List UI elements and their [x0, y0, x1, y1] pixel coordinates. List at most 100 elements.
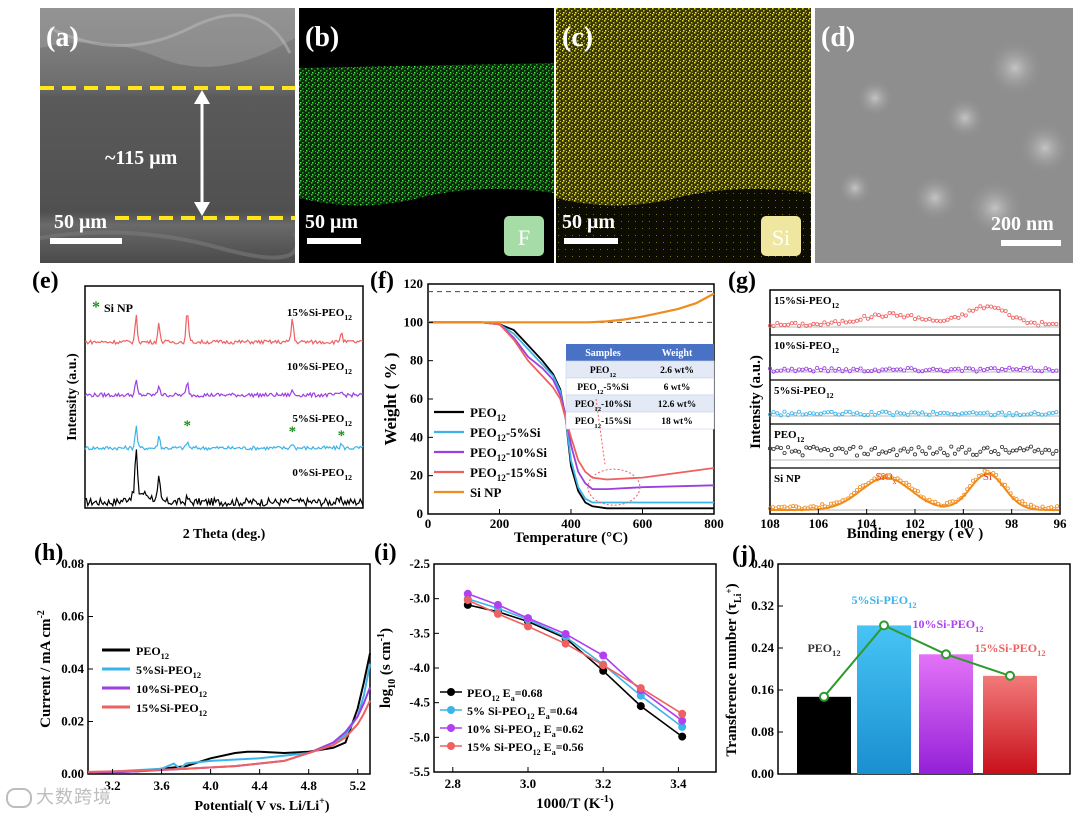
point-g: [880, 367, 885, 372]
point-g: [811, 411, 816, 416]
legend-label-i-2-sub2: a: [552, 730, 556, 739]
point-g: [941, 503, 946, 508]
row-label-g-3-sub: 12: [797, 435, 805, 444]
point-g: [963, 366, 968, 371]
point-g: [782, 323, 787, 328]
point-g: [778, 322, 783, 327]
series-h-1: [87, 663, 371, 774]
peak-label-g-1: Si: [983, 471, 992, 483]
point-g: [851, 412, 856, 417]
point-g: [1008, 491, 1013, 496]
watermark-logo-icon: [6, 788, 32, 808]
point-g: [865, 452, 870, 457]
point-g: [829, 409, 834, 414]
legend-label-h-3-sub: 12: [199, 709, 207, 718]
series-e-2: [84, 379, 364, 399]
ylabel-j: Transference number (τLi+): [724, 583, 744, 756]
point-g: [797, 449, 802, 454]
legend-label-h-0-sub: 12: [161, 652, 169, 661]
series-label-e-0-main: 0%Si-PEO: [292, 467, 344, 479]
plot-frame-e: [84, 285, 364, 509]
point-g: [968, 483, 973, 488]
ytick-label-i-0: -2.5: [409, 556, 430, 571]
point-g: [907, 482, 912, 487]
xtick-label-h-0: 3.2: [104, 778, 120, 793]
point-g: [915, 489, 920, 494]
point-g: [960, 312, 965, 317]
point-g: [775, 445, 780, 450]
points-g-4: [768, 468, 1060, 512]
point-g: [997, 478, 1002, 483]
bar-label-j-1-main: 5%Si-PEO: [851, 593, 908, 607]
point-g: [960, 444, 965, 449]
legend-label-i-1-sub2: a: [546, 712, 550, 721]
point-i-0-6: [678, 732, 687, 741]
point-g: [869, 369, 874, 374]
point-g: [981, 446, 986, 451]
point-g: [818, 322, 823, 327]
bar-j-0: [797, 696, 851, 774]
point-g: [854, 410, 859, 415]
point-g: [811, 444, 816, 449]
point-g: [1047, 411, 1052, 416]
point-g: [974, 411, 979, 416]
point-g: [1014, 411, 1019, 416]
point-g: [778, 368, 783, 373]
legend-label-f-2-sub: 12: [497, 453, 507, 463]
series-label-e-0: 0%Si-PEO12: [292, 467, 352, 482]
table-sample-f-0: PEO12: [590, 366, 617, 379]
ytick-label-i-6: -5.5: [409, 764, 430, 779]
point-i-1-6: [678, 722, 687, 731]
bar-label-j-0-sub: 12: [832, 649, 840, 658]
point-g: [820, 502, 825, 507]
element-badge-f-text: F: [518, 225, 530, 250]
point-g: [782, 450, 787, 455]
series-label-e-3: 15%Si-PEO12: [287, 307, 352, 322]
point-g: [992, 412, 997, 417]
scale-bar-d: [1001, 240, 1061, 246]
points-g-0: [768, 304, 1059, 329]
scale-bar-label-d: 200 nm: [991, 213, 1054, 235]
trend-point-j-1: [879, 620, 889, 631]
panel-i-label: (i): [374, 540, 397, 566]
point-g: [934, 411, 939, 416]
legend-label-h-2-sub: 12: [199, 690, 207, 699]
point-g: [807, 446, 812, 451]
point-g: [909, 410, 914, 415]
legend-marker-i-0: [447, 688, 455, 696]
legend-label-i-2: 10% Si-PEO12 Ea=0.62: [467, 722, 584, 739]
row-label-g-1-sub: 12: [831, 346, 839, 355]
point-g: [927, 367, 932, 372]
point-g: [916, 315, 921, 320]
ytick-label-j-1: 0.08: [751, 724, 774, 739]
point-g: [865, 316, 870, 321]
point-i-2-0: [463, 589, 472, 598]
point-g: [1036, 368, 1041, 373]
bar-label-j-2-sub: 12: [975, 625, 983, 634]
table-weight-f-2: 12.6 wt%: [658, 400, 697, 410]
point-g: [789, 449, 794, 454]
point-g: [852, 490, 857, 495]
legend-label-h-1-sub: 12: [193, 671, 201, 680]
series-f-4: [428, 292, 715, 324]
point-g: [815, 366, 820, 371]
point-g: [910, 486, 915, 491]
panel-g-label: (g): [728, 268, 756, 294]
point-g: [923, 451, 928, 456]
scale-bar-label-b: 50 μm: [305, 211, 358, 233]
point-g: [866, 481, 871, 486]
thickness-label: ~115 μm: [105, 147, 178, 169]
point-g: [771, 410, 776, 415]
legend-label-f-0-sub: 12: [497, 413, 507, 423]
point-g: [945, 369, 950, 374]
plot-frame-g: [769, 289, 1061, 515]
point-g: [956, 497, 961, 502]
point-g: [1028, 411, 1033, 416]
point-g: [927, 412, 932, 417]
point-g: [991, 471, 996, 476]
point-g: [1018, 367, 1023, 372]
point-g: [849, 493, 854, 498]
point-g: [800, 367, 805, 372]
bar-label-j-0-main: PEO: [807, 641, 832, 655]
panel-a-sem-image: (a) ~115 μm 50 μm: [40, 8, 295, 263]
